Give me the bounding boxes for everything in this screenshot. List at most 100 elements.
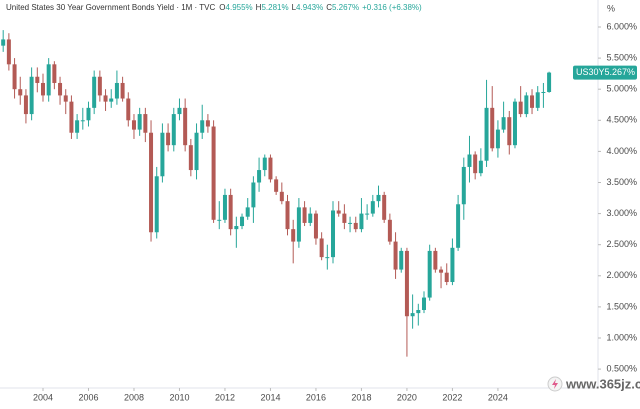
y-unit: % — [607, 3, 615, 13]
candle-body — [23, 95, 28, 115]
candle-body — [416, 310, 421, 314]
candle-body — [450, 247, 455, 283]
candle-body — [530, 95, 535, 108]
watermark-bolt — [552, 379, 558, 389]
candle-body — [410, 313, 415, 317]
candle-body — [245, 207, 250, 217]
candle-body — [228, 194, 233, 230]
candle-body — [154, 176, 159, 233]
candle-body — [279, 191, 284, 202]
candle-body — [46, 64, 51, 96]
candle-body — [313, 213, 318, 239]
candle-body — [325, 257, 330, 259]
change: +0.316 (+6.38%) — [362, 3, 422, 12]
candle-body — [120, 82, 125, 99]
candle-body — [200, 120, 205, 133]
candle-body — [319, 238, 324, 258]
y-tick-label: 5.500% — [606, 52, 637, 62]
candle-body — [262, 157, 267, 171]
candle-body — [439, 269, 444, 273]
candle-body — [80, 120, 85, 122]
candle-body — [251, 182, 256, 208]
candle-body — [541, 91, 546, 93]
candle-body — [29, 76, 34, 115]
y-tick-label: 2.500% — [606, 239, 637, 249]
candle-body — [18, 89, 23, 96]
candle-body — [518, 101, 523, 115]
candle-body — [461, 166, 466, 205]
candle-body — [376, 194, 381, 202]
candle-body — [97, 76, 102, 96]
candle-body — [171, 114, 176, 146]
y-tick-label: 1.500% — [606, 301, 637, 311]
candle-body — [6, 39, 11, 65]
x-tick-label: 2004 — [33, 392, 53, 402]
watermark: www.365jz.com — [565, 376, 640, 391]
candle-body — [382, 194, 387, 220]
y-tick-label: 4.000% — [606, 146, 637, 156]
x-tick-label: 2012 — [215, 392, 235, 402]
ohlc-value: 5.281% — [261, 3, 288, 12]
candle-body — [217, 219, 222, 221]
price-label-symbol: US30Y — [576, 67, 605, 77]
candle-body — [348, 222, 353, 224]
candle-body — [149, 132, 154, 233]
candle-body — [114, 82, 119, 99]
candle-body — [484, 107, 489, 161]
candle-body — [183, 107, 188, 146]
x-tick-label: 2008 — [124, 392, 144, 402]
candle-body — [308, 213, 313, 223]
y-tick-label: 4.500% — [606, 115, 637, 125]
candle-body — [365, 213, 370, 215]
candle-body — [52, 64, 57, 83]
candle-body — [387, 219, 392, 242]
candle-body — [1, 39, 6, 46]
candle-body — [274, 179, 279, 192]
candle-body — [137, 114, 142, 130]
candle-body — [69, 101, 74, 133]
candle-body — [205, 120, 210, 127]
ohlc-value: 5.267% — [332, 3, 359, 12]
candle-body — [331, 210, 336, 258]
candle-body — [131, 120, 136, 130]
candle-body — [507, 117, 512, 146]
candle-body — [240, 216, 245, 227]
ohlc-key: C — [326, 3, 332, 12]
candle-body — [63, 95, 68, 102]
price-label-box — [573, 65, 637, 80]
candle-body — [353, 222, 358, 230]
ohlc-key: L — [292, 3, 297, 12]
x-tick-label: 2018 — [351, 392, 371, 402]
candle-body — [166, 132, 171, 146]
title-text: United States 30 Year Government Bonds Y… — [6, 3, 216, 12]
candle-body — [103, 95, 108, 102]
ohlc-key: H — [256, 3, 262, 12]
candle-body — [501, 117, 506, 130]
candle-body — [342, 213, 347, 223]
y-tick-label: 5.000% — [606, 84, 637, 94]
candle-body — [490, 107, 495, 149]
candle-body — [40, 82, 45, 96]
price-label-value: 5.267% — [604, 67, 635, 77]
candle-body — [143, 114, 148, 133]
x-tick-label: 2014 — [260, 392, 280, 402]
y-tick-label: 6.000% — [606, 21, 637, 31]
candle-body — [12, 64, 17, 90]
candle-body — [160, 132, 165, 177]
chart-title: United States 30 Year Government Bonds Y… — [6, 3, 422, 12]
candle-body — [86, 107, 91, 121]
x-tick-label: 2016 — [306, 392, 326, 402]
ohlc-value: 4.955% — [226, 3, 253, 12]
candle-body — [524, 95, 529, 115]
candle-body — [444, 272, 449, 283]
y-tick-label: 2.000% — [606, 270, 637, 280]
candle-body — [547, 72, 552, 92]
candle-body — [177, 107, 182, 115]
y-tick-label: 3.000% — [606, 208, 637, 218]
candle-body — [296, 207, 301, 242]
legend: United States 30 Year Government Bonds Y… — [6, 3, 422, 12]
candle-body — [359, 213, 364, 230]
x-tick-label: 2020 — [397, 392, 417, 402]
